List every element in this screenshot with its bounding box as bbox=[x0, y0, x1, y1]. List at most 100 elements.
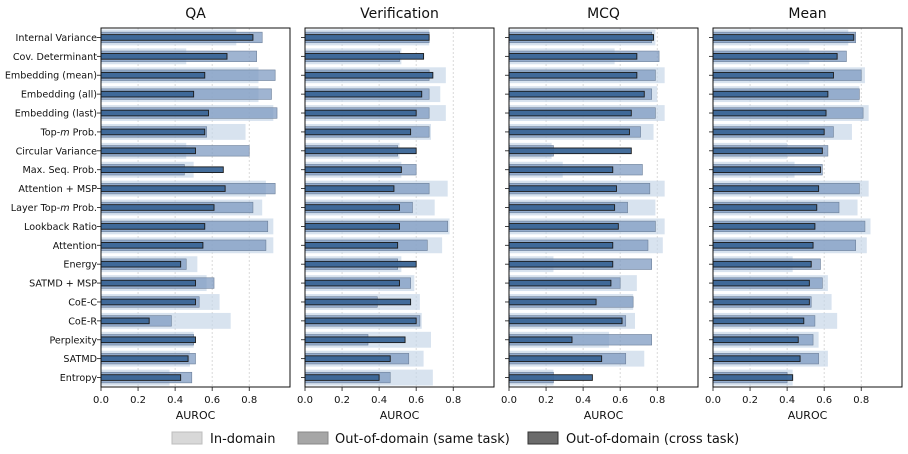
bar-cross-task bbox=[100, 166, 224, 173]
bar-cross-task bbox=[100, 223, 206, 230]
bar-cross-task bbox=[508, 355, 603, 362]
bar-cross-task bbox=[304, 317, 417, 325]
plot-frame bbox=[100, 27, 291, 388]
bar-cross-task bbox=[304, 128, 412, 136]
bar-cross-task bbox=[100, 317, 150, 325]
method-label: Entropy bbox=[60, 373, 98, 384]
bar-cross-task bbox=[508, 34, 654, 41]
bar-cross-task bbox=[712, 128, 825, 136]
x-tick-label: 0.8 bbox=[649, 395, 665, 406]
method-label: Max. Seq. Prob. bbox=[23, 165, 97, 176]
bar-cross-task bbox=[508, 90, 645, 98]
bar-cross-task bbox=[508, 242, 614, 249]
method-label: Circular Variance bbox=[16, 146, 98, 157]
x-tick-label: 0.2 bbox=[130, 395, 146, 406]
method-label: Embedding (mean) bbox=[5, 71, 97, 82]
method-label: SATMD bbox=[63, 354, 97, 365]
method-label: Layer Top-m Prob. bbox=[11, 203, 97, 214]
bar-cross-task bbox=[712, 317, 805, 325]
legend-label-in-domain: In-domain bbox=[210, 432, 275, 447]
x-tick-label: 0.2 bbox=[334, 395, 350, 406]
plot-frame bbox=[304, 27, 495, 388]
legend-swatch-in-domain bbox=[171, 431, 203, 445]
x-tick-label: 0.6 bbox=[816, 395, 832, 406]
x-axis-label: AUROC bbox=[584, 409, 624, 422]
bar-cross-task bbox=[100, 204, 215, 211]
bar-cross-task bbox=[304, 90, 423, 98]
bar-cross-task bbox=[100, 71, 206, 79]
bar-cross-task bbox=[304, 223, 400, 230]
bar-cross-task bbox=[712, 279, 810, 287]
bar-cross-task bbox=[304, 109, 417, 117]
x-axis-label: AUROC bbox=[788, 409, 828, 422]
bar-cross-task bbox=[100, 374, 182, 381]
legend: In-domain Out-of-domain (same task) Out-… bbox=[0, 426, 908, 450]
method-label: Embedding (last) bbox=[15, 109, 97, 120]
bar-cross-task bbox=[508, 279, 612, 287]
bar-cross-task bbox=[712, 260, 812, 268]
legend-item-in-domain: In-domain bbox=[171, 431, 275, 447]
bar-cross-task bbox=[712, 90, 829, 98]
bar-cross-task bbox=[712, 109, 827, 117]
bar-cross-task bbox=[712, 355, 801, 362]
bar-cross-task bbox=[508, 128, 630, 136]
bar-cross-task bbox=[304, 166, 402, 173]
bar-cross-task bbox=[508, 71, 638, 79]
method-label: SATMD + MSP bbox=[29, 279, 97, 290]
method-label: Attention + MSP bbox=[18, 184, 97, 195]
bar-cross-task bbox=[712, 166, 821, 173]
bar-cross-task bbox=[304, 374, 380, 381]
bar-cross-task bbox=[100, 260, 182, 268]
bar-cross-task bbox=[508, 53, 638, 60]
legend-item-same-task: Out-of-domain (same task) bbox=[297, 431, 510, 447]
bar-cross-task bbox=[304, 298, 412, 306]
legend-swatch-same-task bbox=[297, 431, 329, 445]
bar-cross-task bbox=[100, 90, 195, 98]
x-tick-label: 0.8 bbox=[445, 395, 461, 406]
x-tick-label: 0.0 bbox=[705, 395, 721, 406]
method-label: Internal Variance bbox=[16, 33, 98, 44]
bar-cross-task bbox=[304, 260, 417, 268]
x-tick-label: 0.8 bbox=[241, 395, 257, 406]
x-tick-label: 0.2 bbox=[538, 395, 554, 406]
chart-panel-mean: Mean 0.0 0.2 0.4 0.6 0.8 AUROC bbox=[705, 6, 903, 422]
legend-item-cross-task: Out-of-domain (cross task) bbox=[527, 431, 739, 447]
bar-cross-task bbox=[508, 147, 632, 155]
chart-title: Verification bbox=[360, 6, 439, 22]
bar-cross-task bbox=[712, 34, 855, 41]
bar-cross-task bbox=[304, 71, 434, 79]
bar-cross-task bbox=[712, 185, 820, 192]
method-label: Lookback Ratio bbox=[24, 222, 97, 233]
bar-cross-task bbox=[508, 336, 573, 344]
x-tick-label: 0.4 bbox=[371, 395, 387, 406]
bar-cross-task bbox=[304, 34, 430, 41]
chart-title: MCQ bbox=[587, 6, 620, 22]
bar-cross-task bbox=[304, 147, 417, 155]
x-tick-label: 0.4 bbox=[167, 395, 183, 406]
bar-cross-task bbox=[508, 260, 614, 268]
x-tick-label: 0.4 bbox=[779, 395, 795, 406]
x-tick-label: 0.0 bbox=[501, 395, 517, 406]
bar-cross-task bbox=[712, 298, 810, 306]
method-label: Attention bbox=[53, 241, 97, 252]
bar-cross-task bbox=[712, 374, 794, 381]
method-label: Energy bbox=[63, 260, 97, 271]
bar-cross-task bbox=[304, 204, 400, 211]
method-label: CoE-R bbox=[68, 316, 97, 327]
bar-cross-task bbox=[508, 185, 617, 192]
chart-title: Mean bbox=[788, 6, 826, 22]
x-tick-label: 0.2 bbox=[742, 395, 758, 406]
legend-label-cross-task: Out-of-domain (cross task) bbox=[566, 432, 739, 447]
legend-swatch-cross-task bbox=[527, 431, 559, 445]
bar-cross-task bbox=[100, 128, 206, 136]
method-label: Embedding (all) bbox=[21, 90, 97, 101]
bar-cross-task bbox=[508, 109, 632, 117]
method-label: Cov. Determinant bbox=[13, 52, 97, 63]
x-tick-label: 0.6 bbox=[408, 395, 424, 406]
bar-cross-task bbox=[100, 355, 189, 362]
x-tick-label: 0.6 bbox=[204, 395, 220, 406]
bar-cross-task bbox=[712, 336, 799, 344]
legend-svg: In-domain Out-of-domain (same task) Out-… bbox=[171, 431, 739, 447]
method-label: Top-m Prob. bbox=[40, 127, 97, 138]
bar-cross-task bbox=[304, 336, 406, 344]
